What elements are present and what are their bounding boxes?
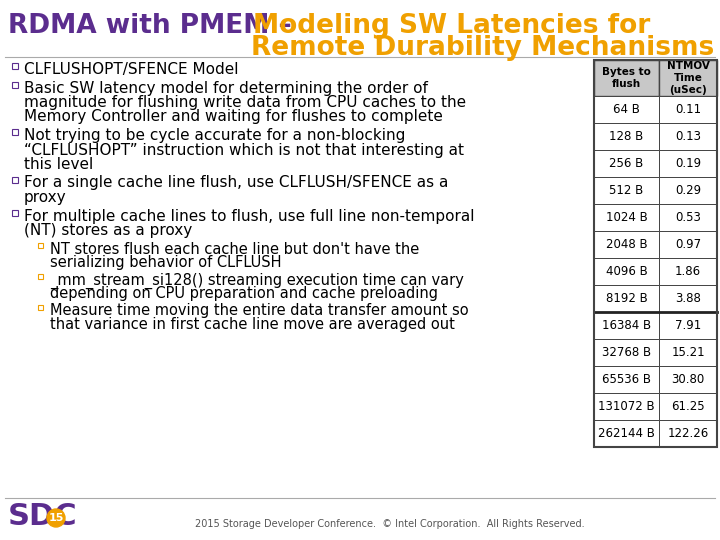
Text: 4096 B: 4096 B — [606, 265, 647, 278]
Bar — [594, 393, 659, 420]
Text: 0.19: 0.19 — [675, 157, 701, 170]
Bar — [594, 150, 659, 177]
Text: 30.80: 30.80 — [671, 373, 705, 386]
Text: 512 B: 512 B — [609, 184, 644, 197]
Text: 16384 B: 16384 B — [602, 319, 651, 332]
Text: Modeling SW Latencies for: Modeling SW Latencies for — [253, 13, 650, 39]
Bar — [659, 420, 717, 447]
Bar — [12, 129, 18, 135]
Text: 1024 B: 1024 B — [606, 211, 647, 224]
Text: Bytes to
flush: Bytes to flush — [602, 67, 651, 89]
Bar — [12, 82, 18, 87]
Bar — [594, 177, 659, 204]
Bar — [38, 273, 43, 279]
Text: 0.29: 0.29 — [675, 184, 701, 197]
Text: NTMOV
Time
(uSec): NTMOV Time (uSec) — [667, 60, 709, 96]
Text: this level: this level — [24, 157, 94, 172]
Text: Not trying to be cycle accurate for a non-blocking: Not trying to be cycle accurate for a no… — [24, 128, 405, 143]
Text: depending on CPU preparation and cache preloading: depending on CPU preparation and cache p… — [50, 286, 438, 301]
Text: 122.26: 122.26 — [667, 427, 708, 440]
Text: 128 B: 128 B — [609, 130, 644, 143]
Bar — [38, 305, 43, 309]
Bar — [594, 420, 659, 447]
Text: “CLFLUSHOPT” instruction which is not that interesting at: “CLFLUSHOPT” instruction which is not th… — [24, 143, 464, 158]
Bar — [12, 177, 18, 183]
Bar — [594, 96, 659, 123]
Text: 65536 B: 65536 B — [602, 373, 651, 386]
Bar — [594, 285, 659, 312]
Text: 1.86: 1.86 — [675, 265, 701, 278]
Text: 0.11: 0.11 — [675, 103, 701, 116]
Bar — [659, 123, 717, 150]
Text: 32768 B: 32768 B — [602, 346, 651, 359]
Text: 15: 15 — [48, 513, 63, 523]
Text: proxy: proxy — [24, 190, 67, 205]
Text: 0.97: 0.97 — [675, 238, 701, 251]
Bar — [659, 177, 717, 204]
Text: Memory Controller and waiting for flushes to complete: Memory Controller and waiting for flushe… — [24, 110, 443, 125]
Text: 8192 B: 8192 B — [606, 292, 647, 305]
Text: that variance in first cache line move are averaged out: that variance in first cache line move a… — [50, 317, 455, 332]
Bar — [659, 60, 717, 96]
Circle shape — [47, 509, 65, 527]
Text: 0.53: 0.53 — [675, 211, 701, 224]
Text: Remote Durability Mechanisms: Remote Durability Mechanisms — [251, 35, 714, 61]
Text: NT stores flush each cache line but don't have the: NT stores flush each cache line but don'… — [50, 241, 419, 256]
Bar — [594, 258, 659, 285]
Text: 7.91: 7.91 — [675, 319, 701, 332]
Text: 0.13: 0.13 — [675, 130, 701, 143]
Text: Measure time moving the entire data transfer amount so: Measure time moving the entire data tran… — [50, 303, 469, 319]
Bar — [594, 123, 659, 150]
Bar — [659, 339, 717, 366]
Text: 61.25: 61.25 — [671, 400, 705, 413]
Bar — [594, 204, 659, 231]
Text: 2015 Storage Developer Conference.  © Intel Corporation.  All Rights Reserved.: 2015 Storage Developer Conference. © Int… — [195, 519, 585, 529]
Text: 131072 B: 131072 B — [598, 400, 654, 413]
Bar — [659, 258, 717, 285]
Bar — [659, 96, 717, 123]
Text: 262144 B: 262144 B — [598, 427, 655, 440]
Text: For multiple cache lines to flush, use full line non-temporal: For multiple cache lines to flush, use f… — [24, 208, 474, 224]
Bar — [12, 63, 18, 69]
Bar — [594, 339, 659, 366]
Bar — [12, 210, 18, 215]
Bar — [594, 231, 659, 258]
Bar — [659, 393, 717, 420]
Text: (NT) stores as a proxy: (NT) stores as a proxy — [24, 223, 192, 238]
Text: serializing behavior of CLFLUSH: serializing behavior of CLFLUSH — [50, 255, 282, 270]
Bar — [659, 204, 717, 231]
Text: 64 B: 64 B — [613, 103, 640, 116]
Text: SDC: SDC — [8, 502, 78, 531]
Bar — [659, 312, 717, 339]
Text: 3.88: 3.88 — [675, 292, 701, 305]
Bar — [659, 231, 717, 258]
Bar — [659, 285, 717, 312]
Bar — [594, 60, 717, 447]
Text: magnitude for flushing write data from CPU caches to the: magnitude for flushing write data from C… — [24, 95, 466, 110]
Bar — [594, 60, 659, 96]
Text: Basic SW latency model for determining the order of: Basic SW latency model for determining t… — [24, 80, 428, 96]
Bar — [594, 312, 659, 339]
Bar — [659, 366, 717, 393]
Text: For a single cache line flush, use CLFLUSH/SFENCE as a: For a single cache line flush, use CLFLU… — [24, 176, 449, 191]
Bar — [594, 366, 659, 393]
Text: 15.21: 15.21 — [671, 346, 705, 359]
Text: 2048 B: 2048 B — [606, 238, 647, 251]
Text: 256 B: 256 B — [609, 157, 644, 170]
Text: _mm_stream_si128() streaming execution time can vary: _mm_stream_si128() streaming execution t… — [50, 273, 464, 289]
Bar — [659, 150, 717, 177]
Text: CLFLUSHOPT/SFENCE Model: CLFLUSHOPT/SFENCE Model — [24, 62, 238, 77]
Text: RDMA with PMEM –: RDMA with PMEM – — [8, 13, 301, 39]
Bar — [38, 242, 43, 247]
